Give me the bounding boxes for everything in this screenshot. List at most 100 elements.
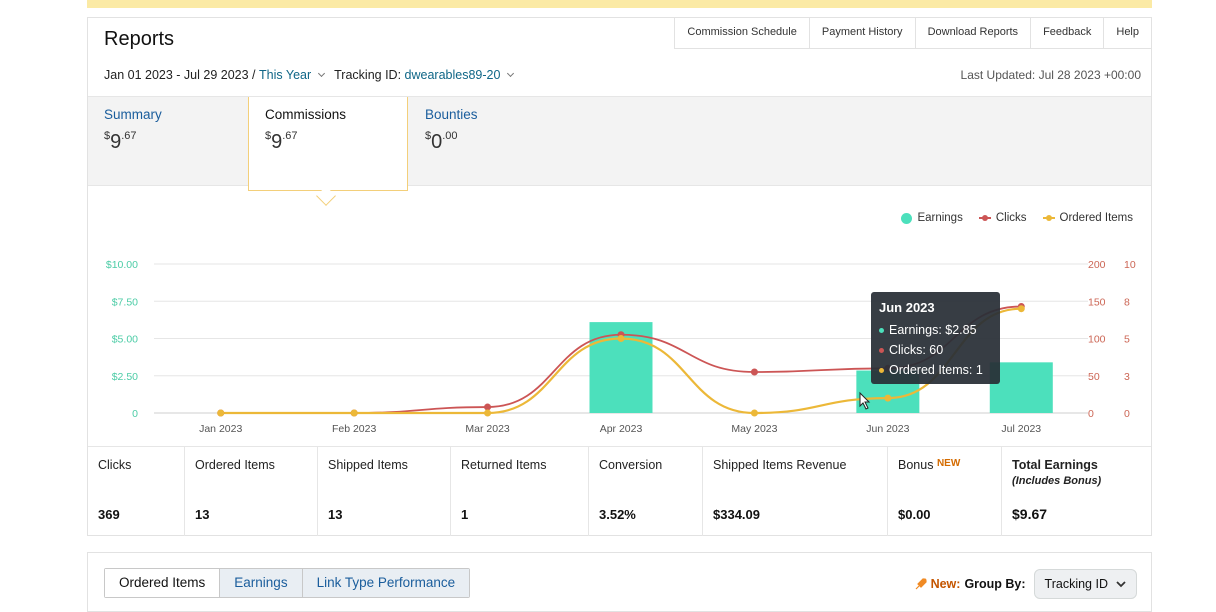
stats-row: Clicks 369 Ordered Items 13 Shipped Item… xyxy=(88,446,1151,536)
y-right-items-tick-label: 10 xyxy=(1124,259,1136,271)
stat-conversion: Conversion 3.52% xyxy=(589,447,703,536)
report-detail-panel: Ordered Items Earnings Link Type Perform… xyxy=(87,552,1152,612)
chart-legend: Earnings Clicks Ordered Items xyxy=(901,212,1133,224)
tab-commissions[interactable]: Commissions $9.67 xyxy=(248,97,408,191)
x-tick-label: Feb 2023 xyxy=(332,423,377,435)
x-tick-label: Jan 2023 xyxy=(199,423,242,435)
tab-ordered-items[interactable]: Ordered Items xyxy=(105,569,220,597)
stat-bonus: Bonus NEW $0.00 xyxy=(888,447,1002,536)
y-left-tick-label: $2.50 xyxy=(112,371,138,383)
detail-tabs: Ordered Items Earnings Link Type Perform… xyxy=(104,568,471,598)
y-right-items-tick-label: 8 xyxy=(1124,296,1130,308)
rocket-icon xyxy=(915,578,927,590)
help-link[interactable]: Help xyxy=(1103,18,1151,49)
y-right-clicks-tick-label: 0 xyxy=(1088,408,1094,420)
stat-value: 13 xyxy=(195,507,210,522)
ordered-items-point xyxy=(1017,305,1025,313)
period-dropdown[interactable]: This Year xyxy=(259,68,312,82)
chevron-down-icon[interactable] xyxy=(318,69,326,78)
y-right-items-tick-label: 5 xyxy=(1124,334,1130,346)
ordered-items-point xyxy=(884,394,892,402)
ordered-items-swatch-icon xyxy=(1042,214,1055,222)
y-right-clicks-tick-label: 50 xyxy=(1088,371,1100,383)
stat-label: Returned Items xyxy=(461,458,547,472)
payment-history-link[interactable]: Payment History xyxy=(808,18,915,49)
download-reports-link[interactable]: Download Reports xyxy=(914,18,1031,49)
amount-cents: .67 xyxy=(282,130,298,142)
x-tick-label: Jun 2023 xyxy=(866,423,909,435)
ordered-items-line xyxy=(220,307,1022,415)
stat-shipped-revenue: Shipped Items Revenue $334.09 xyxy=(703,447,888,536)
tooltip-ordered: Ordered Items: 1 xyxy=(889,363,983,377)
feedback-link[interactable]: Feedback xyxy=(1030,18,1104,49)
earnings-bar xyxy=(989,362,1053,413)
report-links: Commission Schedule Payment History Down… xyxy=(674,18,1151,49)
group-by-select[interactable]: Tracking ID xyxy=(1033,569,1137,599)
mouse-cursor-icon xyxy=(859,391,871,410)
tab-summary-label: Summary xyxy=(104,107,162,122)
chevron-down-icon[interactable] xyxy=(507,69,515,78)
stat-label: Shipped Items Revenue xyxy=(713,458,847,472)
tracking-id-dropdown[interactable]: dwearables89-20 xyxy=(404,68,501,82)
amount-cents: .00 xyxy=(442,130,458,142)
legend-clicks-label: Clicks xyxy=(995,212,1027,224)
tab-earnings[interactable]: Earnings xyxy=(219,569,302,597)
tracking-label: Tracking ID: xyxy=(334,68,402,82)
amount-whole: 9 xyxy=(110,131,122,153)
page-title: Reports xyxy=(104,28,175,50)
commission-schedule-link[interactable]: Commission Schedule xyxy=(674,18,809,49)
tab-link-type-performance[interactable]: Link Type Performance xyxy=(301,569,470,597)
ordered-items-point xyxy=(617,335,625,342)
legend-clicks[interactable]: Clicks xyxy=(978,212,1027,224)
tab-bounties[interactable]: Bounties $0.00 xyxy=(409,97,569,187)
earnings-chart: Earnings Clicks Ordered Items $10.00 200 1… xyxy=(88,196,1151,446)
stat-label: Clicks xyxy=(98,458,132,472)
y-right-items-tick-label: 3 xyxy=(1124,371,1130,383)
notice-banner xyxy=(87,0,1152,8)
date-range: Jan 01 2023 - Jul 29 2023 xyxy=(104,68,249,82)
stat-returned-items: Returned Items 1 xyxy=(451,447,589,536)
stat-value: 3.52% xyxy=(599,507,636,522)
new-label: New: xyxy=(930,577,961,591)
chart-tooltip: Jun 2023 Earnings: $2.85 Clicks: 60 Orde… xyxy=(871,292,1000,384)
ordered-items-point xyxy=(217,409,225,417)
stat-label: Total Earnings xyxy=(1012,458,1098,472)
clicks-swatch-icon xyxy=(978,214,991,222)
y-right-clicks-tick-label: 150 xyxy=(1088,296,1106,308)
group-by-label: Group By: xyxy=(964,577,1026,591)
tooltip-earnings: Earnings: $2.85 xyxy=(889,323,977,337)
tab-commissions-label: Commissions xyxy=(265,107,347,122)
earnings-swatch-icon xyxy=(901,212,913,224)
x-tick-label: Mar 2023 xyxy=(465,423,510,435)
ordered-items-point xyxy=(484,409,492,417)
ordered-items-point xyxy=(350,409,358,417)
stat-total-earnings: Total Earnings (Includes Bonus) $9.67 xyxy=(1002,447,1151,536)
legend-ordered-items[interactable]: Ordered Items xyxy=(1042,212,1133,224)
tab-bounties-amount: $0.00 xyxy=(425,128,553,153)
chevron-down-icon xyxy=(1116,581,1126,588)
amount-whole: 9 xyxy=(271,131,283,153)
bullet-icon xyxy=(879,347,884,353)
y-left-tick-label: 0 xyxy=(132,408,138,420)
bullet-icon xyxy=(879,327,884,333)
summary-tabs: Summary $9.67 Commissions $9.67 Bounties… xyxy=(88,96,1151,191)
new-badge: NEW xyxy=(936,458,961,469)
y-left-tick-label: $7.50 xyxy=(112,296,138,308)
legend-earnings[interactable]: Earnings xyxy=(901,212,963,224)
x-tick-label: Jul 2023 xyxy=(1001,423,1041,435)
stat-sublabel: (Includes Bonus) xyxy=(1012,475,1102,487)
tab-summary[interactable]: Summary $9.67 xyxy=(88,97,248,187)
filter-bar: Jan 01 2023 - Jul 29 2023 / This Year Tr… xyxy=(104,68,523,82)
stat-value: 1 xyxy=(461,507,469,522)
clicks-point xyxy=(484,403,492,411)
stat-value: 369 xyxy=(98,507,120,522)
date-separator: / xyxy=(252,68,256,82)
reports-card: Reports Commission Schedule Payment Hist… xyxy=(87,17,1152,536)
y-right-clicks-tick-label: 200 xyxy=(1088,259,1106,271)
tooltip-earnings-row: Earnings: $2.85 xyxy=(879,320,992,340)
stat-label: Shipped Items xyxy=(328,458,408,472)
tooltip-ordered-row: Ordered Items: 1 xyxy=(879,360,992,380)
stat-label: Bonus NEW xyxy=(898,458,991,472)
stat-clicks: Clicks 369 xyxy=(88,447,185,536)
amount-cents: .67 xyxy=(121,130,137,142)
